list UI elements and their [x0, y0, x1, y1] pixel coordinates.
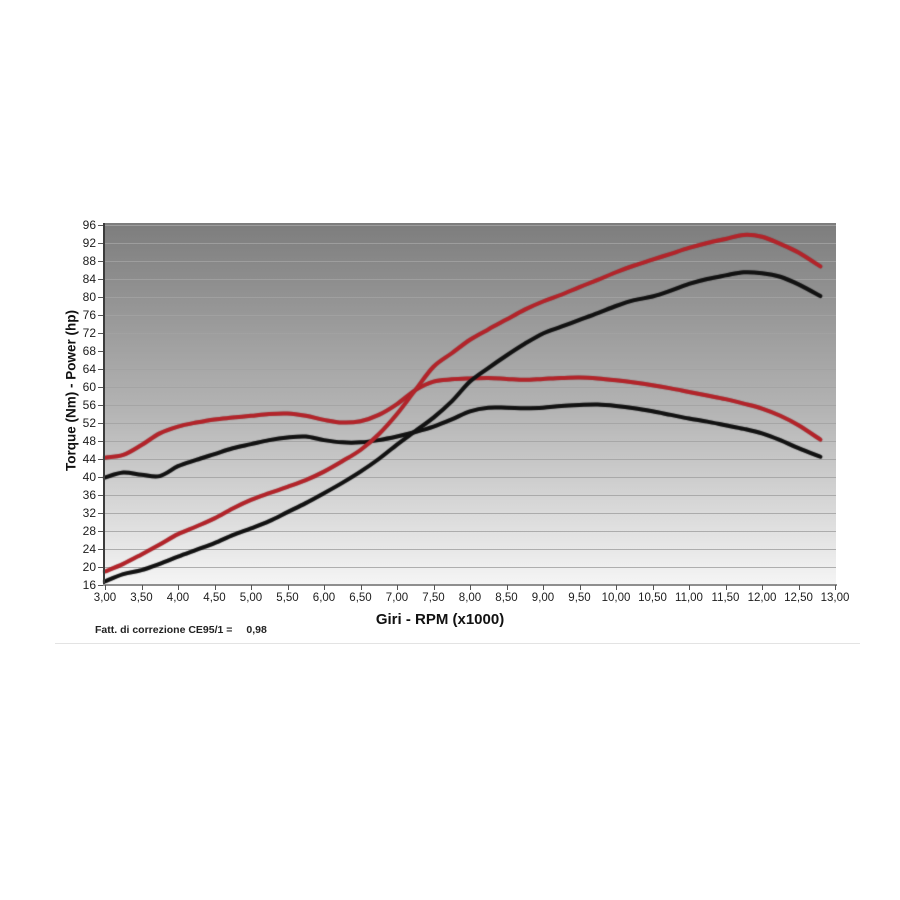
- y-tick-label: 44: [82, 452, 96, 466]
- x-tick-label: 6,00: [312, 592, 336, 604]
- correction-note: Fatt. di correzione CE95/1 = 0,98: [95, 624, 267, 636]
- x-axis-title: Giri - RPM (x1000): [375, 611, 505, 628]
- y-tick-label: 68: [82, 344, 96, 358]
- y-tick: [98, 369, 103, 370]
- y-tick: [98, 459, 103, 460]
- x-tick: [798, 585, 800, 590]
- x-tick-label: 3,00: [93, 592, 117, 604]
- y-tick: [98, 405, 103, 406]
- x-tick: [506, 585, 508, 590]
- y-tick-label: 32: [82, 506, 96, 520]
- y-tick-label: 80: [82, 290, 96, 304]
- x-tick: [360, 585, 362, 590]
- y-tick: [98, 315, 103, 316]
- y-tick-label: 76: [82, 308, 96, 322]
- y-tick: [98, 441, 103, 442]
- y-tick: [98, 333, 103, 334]
- y-tick: [98, 567, 103, 568]
- x-tick: [397, 585, 398, 590]
- x-tick: [762, 585, 763, 590]
- y-tick: [98, 585, 103, 586]
- y-tick: [98, 261, 103, 262]
- y-tick: [98, 531, 103, 532]
- x-tick-label: 13,00: [820, 592, 850, 604]
- y-tick-label: 40: [82, 470, 96, 484]
- x-tick-label: 12,00: [747, 592, 777, 604]
- y-tick-label: 60: [82, 380, 96, 394]
- x-tick: [433, 585, 435, 590]
- y-axis-line: [103, 223, 105, 586]
- y-tick: [98, 513, 103, 514]
- y-tick-label: 88: [82, 254, 96, 268]
- y-tick: [98, 225, 103, 226]
- x-tick-label: 8,00: [458, 592, 482, 604]
- x-tick: [689, 585, 690, 590]
- x-tick-label: 4,50: [203, 592, 226, 604]
- x-tick-label: 8,50: [495, 592, 518, 604]
- x-tick-label: 10,00: [601, 592, 631, 604]
- x-tick: [543, 585, 544, 590]
- y-tick-label: 52: [82, 416, 96, 430]
- y-tick: [98, 549, 103, 550]
- x-tick-label: 5,00: [239, 592, 263, 604]
- x-tick-label: 9,00: [531, 592, 555, 604]
- y-tick-label: 36: [82, 488, 96, 502]
- y-tick-label: 84: [82, 272, 96, 286]
- x-tick: [178, 585, 179, 590]
- x-tick-label: 7,50: [422, 592, 445, 604]
- x-tick: [287, 585, 289, 590]
- y-tick: [98, 279, 103, 280]
- correction-label: Fatt. di correzione CE95/1 =: [95, 624, 233, 636]
- y-tick: [98, 387, 103, 388]
- x-tick: [470, 585, 471, 590]
- correction-value: 0,98: [246, 624, 267, 636]
- x-tick: [214, 585, 216, 590]
- x-tick-label: 7,00: [385, 592, 409, 604]
- y-tick: [98, 423, 103, 424]
- x-tick-label: 5,50: [276, 592, 299, 604]
- x-tick: [652, 585, 654, 590]
- x-tick: [725, 585, 727, 590]
- y-tick-label: 16: [82, 578, 96, 592]
- x-tick-label: 11,00: [675, 592, 703, 604]
- x-tick: [141, 585, 143, 590]
- y-tick-label: 24: [82, 542, 96, 556]
- y-tick: [98, 297, 103, 298]
- y-tick-label: 96: [82, 218, 96, 232]
- x-tick-label: 10,50: [638, 592, 667, 604]
- y-tick-label: 48: [82, 434, 96, 448]
- y-tick-label: 72: [82, 326, 96, 340]
- y-tick: [98, 477, 103, 478]
- x-tick: [616, 585, 617, 590]
- x-tick-label: 3,50: [130, 592, 153, 604]
- y-tick-label: 56: [82, 398, 96, 412]
- x-tick: [324, 585, 325, 590]
- y-tick: [98, 243, 103, 244]
- y-tick: [98, 351, 103, 352]
- x-tick: [835, 585, 836, 590]
- x-tick-label: 12,50: [784, 592, 813, 604]
- y-tick-label: 64: [82, 362, 96, 376]
- y-tick-label: 28: [82, 524, 96, 538]
- x-tick: [251, 585, 252, 590]
- y-axis-title: Torque (Nm) - Power (hp): [63, 310, 79, 471]
- x-tick: [579, 585, 581, 590]
- x-tick-label: 9,50: [568, 592, 591, 604]
- x-tick-label: 4,00: [166, 592, 190, 604]
- x-tick-label: 6,50: [349, 592, 372, 604]
- footer-divider: [55, 643, 860, 644]
- y-tick-label: 92: [82, 236, 96, 250]
- y-tick: [98, 495, 103, 496]
- y-tick-label: 20: [82, 560, 96, 574]
- x-tick: [105, 585, 106, 590]
- x-tick-label: 11,50: [711, 592, 740, 604]
